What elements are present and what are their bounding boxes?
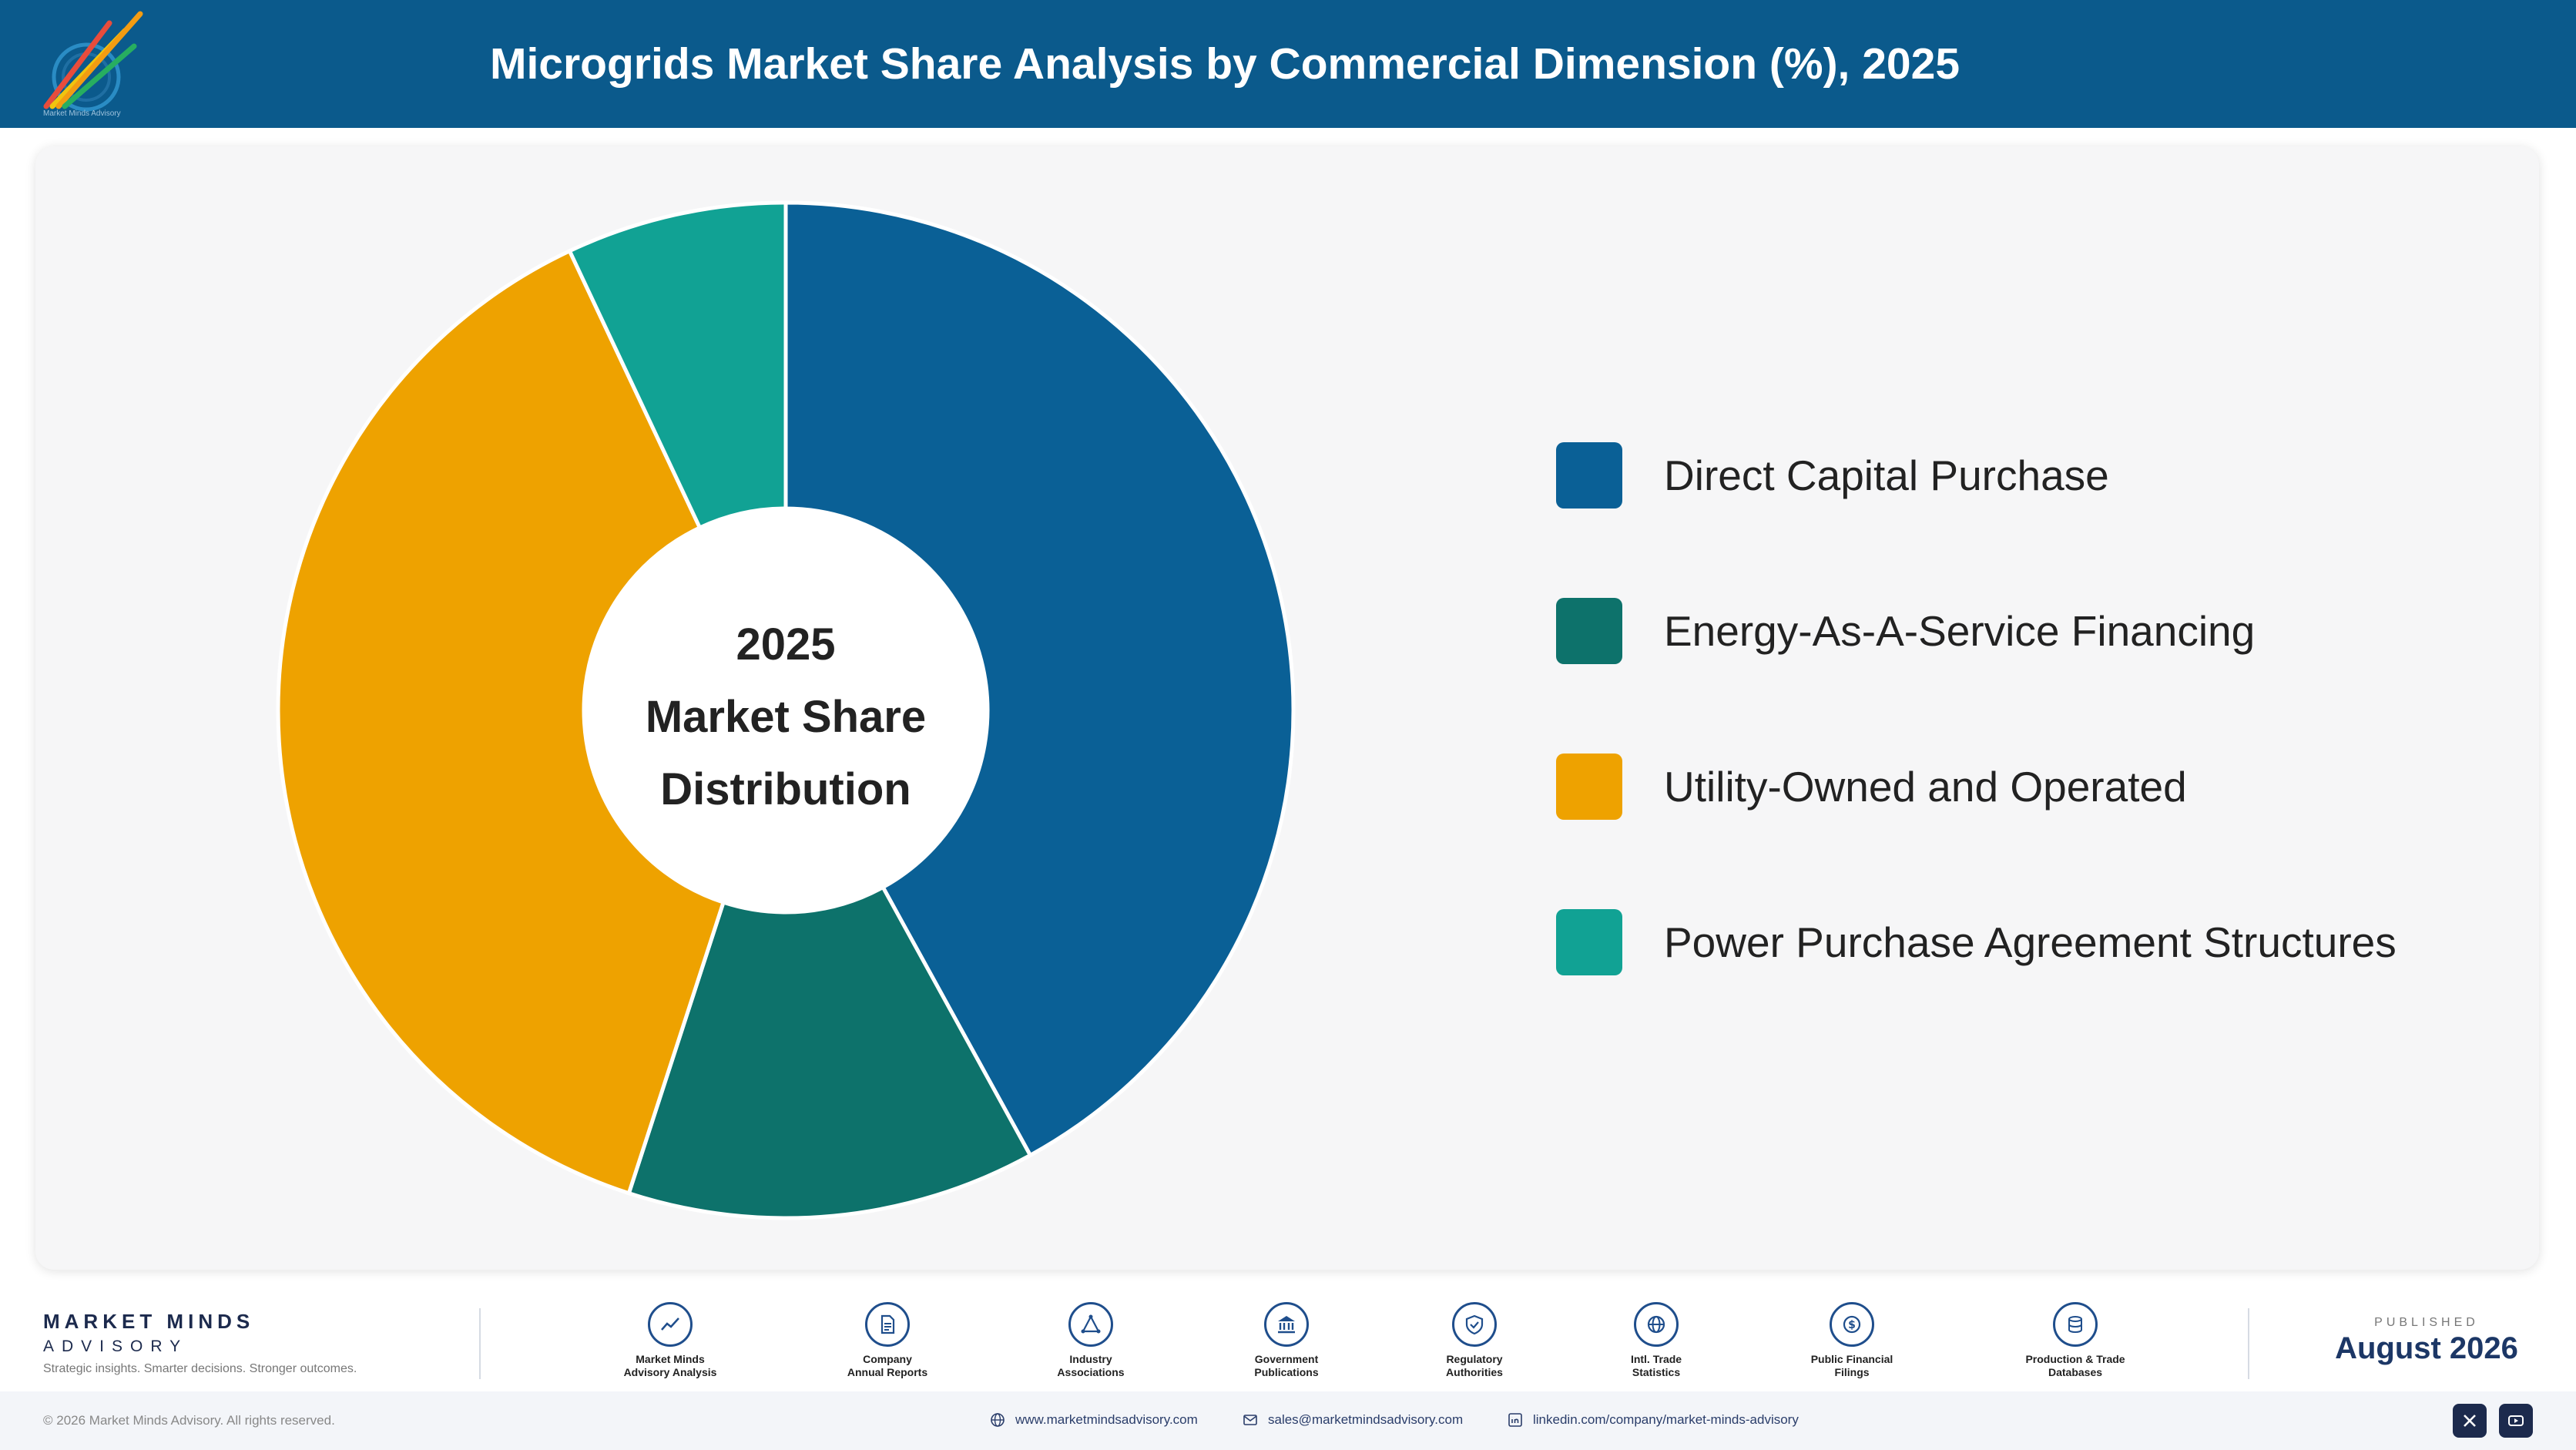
source-label: Company (863, 1353, 912, 1365)
dollar-coin-icon: $ (1830, 1302, 1874, 1347)
page-title: Microgrids Market Share Analysis by Comm… (489, 39, 1961, 89)
source-label: Statistics (1632, 1366, 1681, 1378)
source-label: Market Minds (636, 1353, 705, 1365)
email-text: sales@marketmindsadvisory.com (1268, 1412, 1464, 1427)
source-label: Intl. Trade (1630, 1353, 1682, 1365)
published-date: August 2026 (2335, 1331, 2518, 1365)
logo-caption: Market Minds Advisory (43, 109, 121, 118)
website-link[interactable]: www.marketmindsadvisory.com (989, 1411, 1198, 1428)
youtube-social-button[interactable] (2499, 1404, 2533, 1438)
copyright-text: © 2026 Market Minds Advisory. All rights… (43, 1413, 335, 1428)
published-label: PUBLISHED (2374, 1316, 2479, 1329)
legend-swatch (1556, 598, 1622, 664)
source-label: Annual Reports (847, 1366, 928, 1378)
trend-chart-icon (648, 1302, 693, 1347)
source-label: Regulatory (1446, 1353, 1503, 1365)
source-label: Public Financial (1810, 1353, 1893, 1365)
source-label: Industry (1069, 1353, 1112, 1365)
brand-name: MARKET MINDS (43, 1310, 255, 1333)
source-label: Production & Trade (2025, 1353, 2125, 1365)
x-social-button[interactable] (2453, 1404, 2487, 1438)
youtube-icon (2508, 1415, 2524, 1426)
donut-center-label: 2025 Market Share Distribution (585, 609, 986, 826)
linkedin-link[interactable]: linkedin.com/company/market-minds-adviso… (1507, 1411, 1799, 1428)
government-building-icon (1264, 1302, 1309, 1347)
source-trade-statistics[interactable]: Intl. Trade Statistics (1587, 1302, 1726, 1379)
legend-label: Power Purchase Agreement Structures (1664, 918, 2397, 966)
source-financial-filings[interactable]: $ Public Financial Filings (1783, 1302, 1921, 1379)
center-label-line3: Distribution (660, 764, 911, 814)
brand-tagline: Strategic insights. Smarter decisions. S… (43, 1362, 357, 1375)
network-icon (1068, 1302, 1113, 1347)
x-logo-icon (2464, 1415, 2476, 1427)
source-label: Filings (1834, 1366, 1870, 1378)
shield-check-icon (1452, 1302, 1497, 1347)
legend-label: Utility-Owned and Operated (1664, 763, 2187, 811)
legend-swatch (1556, 909, 1622, 975)
legend-swatch (1556, 442, 1622, 509)
source-industry-associations[interactable]: Industry Associations (1021, 1302, 1160, 1379)
source-label: Associations (1057, 1366, 1125, 1378)
legend-label: Energy-As-A-Service Financing (1664, 607, 2256, 655)
source-regulatory-authorities[interactable]: Regulatory Authorities (1405, 1302, 1544, 1379)
brand-subtitle: ADVISORY (43, 1338, 189, 1355)
svg-text:$: $ (1848, 1319, 1856, 1331)
email-link[interactable]: sales@marketmindsadvisory.com (1242, 1411, 1463, 1428)
source-label: Authorities (1446, 1366, 1503, 1378)
source-label: Databases (2048, 1366, 2103, 1378)
database-icon (2053, 1302, 2098, 1347)
source-production-databases[interactable]: Production & Trade Databases (2006, 1302, 2145, 1379)
footer-divider (2248, 1308, 2249, 1379)
linkedin-text: linkedin.com/company/market-minds-adviso… (1533, 1412, 1799, 1427)
center-label-year: 2025 (736, 619, 836, 670)
legend-label: Direct Capital Purchase (1664, 451, 2109, 499)
company-logo[interactable] (39, 8, 154, 122)
source-government-publications[interactable]: Government Publications (1217, 1302, 1356, 1379)
source-label: Advisory Analysis (623, 1366, 717, 1378)
header-bar (0, 0, 2576, 128)
document-icon (865, 1302, 910, 1347)
center-label-line2: Market Share (645, 692, 927, 742)
source-label: Government (1254, 1353, 1319, 1365)
source-market-minds-analysis[interactable]: Market Minds Advisory Analysis (601, 1302, 740, 1379)
legend-swatch (1556, 754, 1622, 820)
website-text: www.marketmindsadvisory.com (1015, 1412, 1198, 1427)
footer-divider (479, 1308, 481, 1379)
source-label: Publications (1254, 1366, 1319, 1378)
globe-icon (1634, 1302, 1679, 1347)
globe-icon (991, 1413, 1005, 1427)
source-company-reports[interactable]: Company Annual Reports (818, 1302, 957, 1379)
linkedin-icon (1508, 1413, 1522, 1427)
mail-icon (1243, 1415, 1257, 1425)
